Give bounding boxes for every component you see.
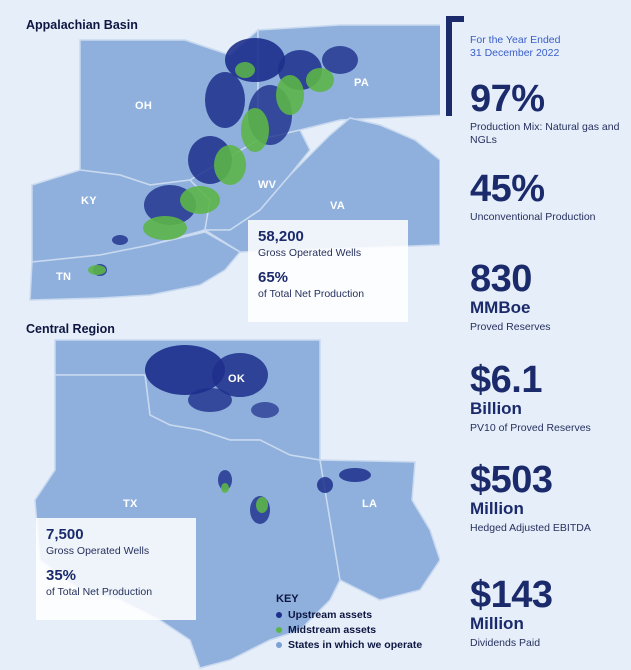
key-item-label: States in which we operate [288,638,423,651]
appalachian-wells-label: Gross Operated Wells [258,247,362,259]
period-label: For the Year Ended 31 December 2022 [470,34,561,60]
metric-value: $143 [470,574,553,616]
metric-value: $6.1 [470,359,542,401]
metric-desc: Proved Reserves [470,321,551,333]
appalachian-stats-box: 58,200 Gross Operated Wells 65% of Total… [248,220,408,322]
period-line1: For the Year Ended [470,34,561,46]
state-label-la: LA [362,498,378,510]
metric-production-mix: 97% Production Mix: Natural gas and NGLs [470,80,620,147]
central-title: Central Region [26,322,115,336]
bracket-vertical [446,16,452,116]
metric-desc: Unconventional Production [470,211,596,223]
metric-value: $503 [470,459,553,501]
key-item-label: Upstream assets [288,608,373,621]
appalachian-production-value: 65% [258,269,289,286]
metric-value: 830 [470,258,532,300]
central-stats-box: 7,500 Gross Operated Wells 35% of Total … [36,518,196,620]
metric-desc: PV10 of Proved Reserves [470,422,591,434]
state-label-pa: PA [354,77,370,89]
state-tn [29,231,242,301]
states-dot-icon [276,641,282,648]
key-item-states: States in which we operate [276,637,422,652]
central-wells-label: Gross Operated Wells [46,545,150,557]
key-item-upstream: Upstream assets [276,607,422,622]
state-va [202,117,440,253]
metric-unit: Million [470,614,524,633]
metric-unit: Million [470,499,524,518]
midstream-assets [88,62,334,513]
metric-proved-reserves: 830 MMBoe Proved Reserves [470,260,620,334]
central-production-value: 35% [46,567,77,584]
metric-unit: MMBoe [470,298,531,317]
map-area: Appalachian Basin Central Region OH PA K… [26,18,440,669]
period-line2: 31 December 2022 [470,47,560,59]
key-item-midstream: Midstream assets [276,622,422,637]
upstream-dot-icon [276,611,282,618]
metrics-sidebar: For the Year Ended 31 December 2022 97% … [446,16,631,670]
state-label-ok: OK [228,373,246,385]
metric-value: 97% [470,78,545,120]
metric-desc: Hedged Adjusted EBITDA [470,522,591,534]
appalachian-wells-value: 58,200 [258,228,304,245]
state-label-tx: TX [123,498,138,510]
central-production-label: of Total Net Production [46,586,153,598]
metric-ebitda: $503 Million Hedged Adjusted EBITDA [470,461,620,535]
metric-dividends: $143 Million Dividends Paid [470,576,620,650]
map-key: KEY Upstream assets Midstream assets Sta… [276,593,422,652]
state-label-oh: OH [135,100,153,112]
state-la [319,459,440,601]
appalachian-production-label: of Total Net Production [258,288,365,300]
central-wells-value: 7,500 [46,526,84,543]
metric-desc: Production Mix: Natural gas and NGLs [470,121,620,146]
metric-unconventional: 45% Unconventional Production [470,170,620,224]
state-label-va: VA [330,200,346,212]
metric-unit: Billion [470,399,522,418]
state-label-wv: WV [258,179,277,191]
map-svg [29,24,440,669]
appalachian-title: Appalachian Basin [26,18,138,32]
state-label-ky: KY [81,195,97,207]
state-label-tn: TN [56,271,72,283]
key-title: KEY [276,593,299,605]
metric-value: 45% [470,168,545,210]
key-item-label: Midstream assets [288,623,377,636]
metric-desc: Dividends Paid [470,637,541,649]
midstream-dot-icon [276,626,282,633]
bracket-horizontal [446,16,464,22]
metric-pv10: $6.1 Billion PV10 of Proved Reserves [470,361,620,435]
